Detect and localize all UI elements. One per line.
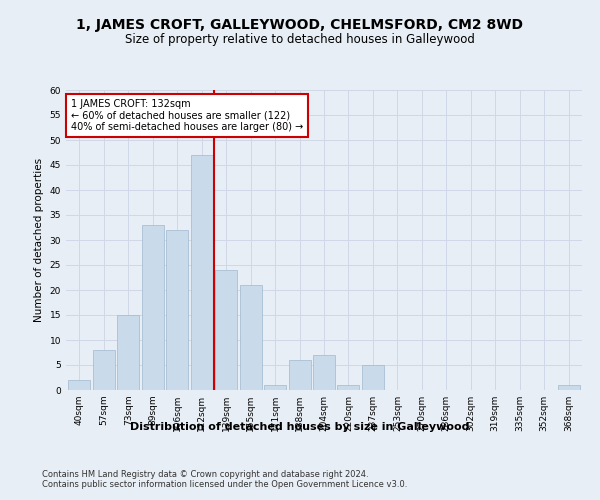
Bar xyxy=(289,360,311,390)
Bar xyxy=(239,285,262,390)
Bar xyxy=(264,385,286,390)
Text: Distribution of detached houses by size in Galleywood: Distribution of detached houses by size … xyxy=(130,422,470,432)
Text: 1 JAMES CROFT: 132sqm
← 60% of detached houses are smaller (122)
40% of semi-det: 1 JAMES CROFT: 132sqm ← 60% of detached … xyxy=(71,99,304,132)
Text: Size of property relative to detached houses in Galleywood: Size of property relative to detached ho… xyxy=(125,32,475,46)
Bar xyxy=(557,385,580,390)
Text: Contains public sector information licensed under the Open Government Licence v3: Contains public sector information licen… xyxy=(42,480,407,489)
Bar xyxy=(166,230,188,390)
Bar xyxy=(93,350,115,390)
Bar xyxy=(337,385,359,390)
Text: 1, JAMES CROFT, GALLEYWOOD, CHELMSFORD, CM2 8WD: 1, JAMES CROFT, GALLEYWOOD, CHELMSFORD, … xyxy=(77,18,523,32)
Bar xyxy=(313,355,335,390)
Bar xyxy=(362,365,384,390)
Bar xyxy=(142,225,164,390)
Bar xyxy=(68,380,91,390)
Text: Contains HM Land Registry data © Crown copyright and database right 2024.: Contains HM Land Registry data © Crown c… xyxy=(42,470,368,479)
Bar xyxy=(215,270,237,390)
Bar xyxy=(118,315,139,390)
Y-axis label: Number of detached properties: Number of detached properties xyxy=(34,158,44,322)
Bar xyxy=(191,155,213,390)
